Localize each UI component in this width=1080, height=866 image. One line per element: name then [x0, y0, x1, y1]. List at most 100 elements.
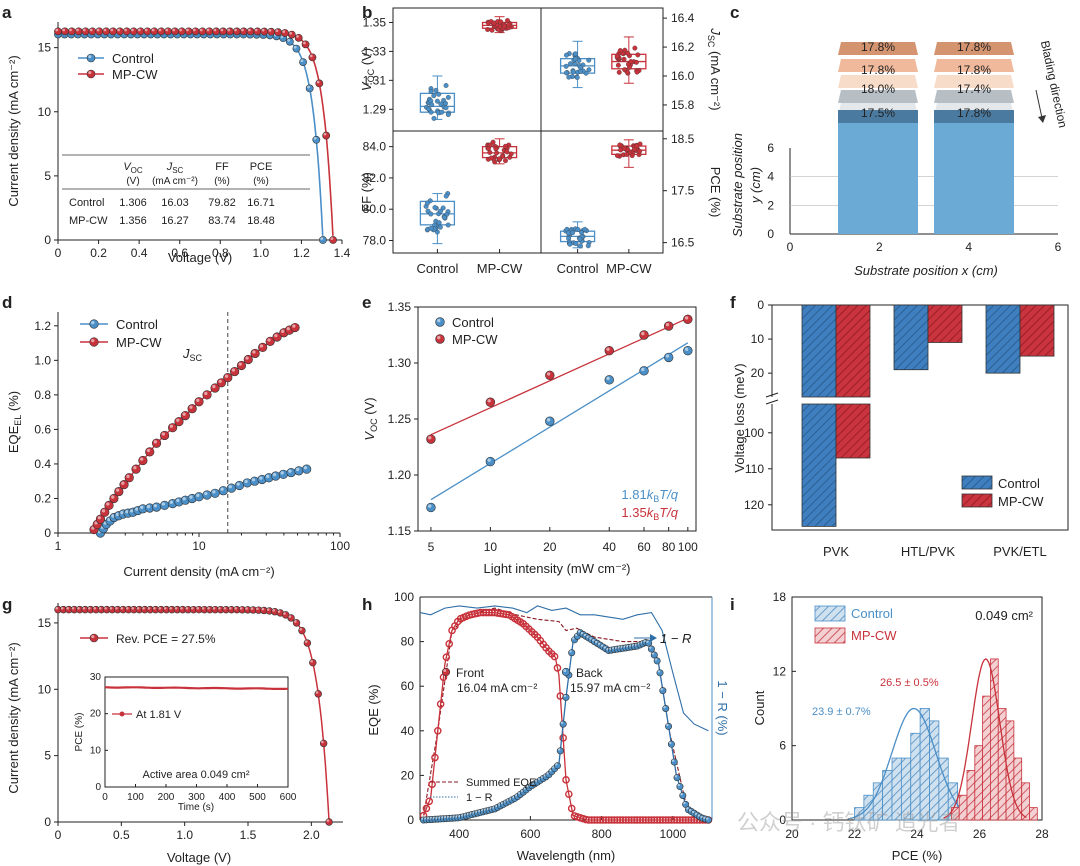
panel-h-back-point: [667, 740, 675, 748]
ylabel-unit: (V): [359, 48, 374, 69]
panel-a-table-header: PCE: [250, 161, 273, 173]
panel-e-legend-marker-fill: [435, 334, 445, 344]
panel-h-back-point-shine: [557, 748, 561, 751]
panel-d-point-shine: [106, 502, 110, 506]
panel-h-back-point: [568, 649, 576, 657]
panel-letter: h: [362, 595, 372, 614]
panel-a-point-shine: [186, 28, 189, 32]
panel-b-point: [445, 112, 451, 118]
panel-b-ylabel: JSC (mA cm⁻²): [706, 27, 723, 110]
panel-d-point-shine: [97, 516, 101, 520]
ylabel-unit: (V): [362, 397, 377, 418]
panel-c-xlabel: Substrate position x (cm): [854, 263, 998, 278]
panel-a-point-shine: [323, 132, 327, 136]
panel-d-point-fill: [226, 483, 237, 493]
panel-h-back-point-fill: [659, 687, 667, 695]
panel-a-point-shine: [282, 30, 286, 33]
panel-a-point: [287, 30, 296, 39]
panel-e-point-shine: [428, 436, 432, 440]
panel-b-point: [487, 142, 493, 148]
panel-a-xtick-label: 0.4: [131, 246, 148, 260]
panel-c-layer: [838, 42, 918, 55]
panel-d-point-shine: [259, 344, 264, 348]
panel-h-back-point: [704, 816, 712, 824]
panel-g-inset-frame: [104, 676, 289, 788]
panel-a-point: [122, 27, 131, 36]
panel-b-point: [617, 142, 623, 148]
panel-a-point: [157, 27, 166, 36]
panel-d-point-shine: [120, 510, 124, 515]
panel-a-point-shine: [206, 28, 210, 32]
panel-h-back-point-shine: [651, 652, 655, 655]
panel-d-point-shine: [140, 505, 144, 510]
panel-g-inset-ylabel: PCE (%): [74, 713, 85, 752]
panel-g-point-shine: [136, 606, 140, 610]
panel-b-FF-ytick-label: 80.0: [363, 202, 387, 216]
panel-g-point: [92, 605, 100, 614]
panel-h-back-point-shine: [592, 638, 595, 642]
panel-a-ylabel: Current density (mA cm⁻²): [6, 55, 21, 206]
panel-g-point-shine: [283, 612, 286, 615]
panel-d-point-shine: [272, 472, 277, 477]
panel-e-xtick-label: 100: [678, 540, 698, 554]
panel-h-front-marker: [441, 667, 451, 677]
panel-a-table-cell: 16.03: [161, 197, 189, 209]
panel-a-point-fill: [260, 27, 269, 36]
panel-g-point: [70, 605, 78, 614]
header-sub: SC: [172, 166, 183, 175]
panel-d-point: [218, 486, 228, 496]
panel-b-V-ytick-label: 1.33: [363, 44, 387, 58]
panel-b-point: [489, 27, 495, 33]
panel-b-point: [585, 243, 591, 249]
panel-a-point-fill: [129, 27, 138, 36]
panel-b-point: [437, 224, 443, 230]
panel-e-ytick-label: 1.35: [388, 300, 412, 314]
panel-d-point-shine: [292, 324, 296, 328]
panel-a-point-fill: [292, 44, 301, 53]
panel-a-point-shine: [158, 28, 162, 32]
slope-sub: B: [653, 494, 659, 504]
panel-g-point-shine: [163, 606, 167, 610]
panel-b-point: [633, 59, 639, 65]
panel-h-back-label: Back: [576, 666, 604, 680]
panel-e-xtick-label: 80: [662, 540, 676, 554]
panel-d-point-shine: [204, 491, 208, 496]
panel-i-xlabel: PCE (%): [892, 848, 943, 863]
panel-a-point: [322, 131, 331, 140]
panel-a-point-shine: [62, 28, 66, 32]
panel-b-point: [637, 148, 643, 154]
panel-g-point-shine: [212, 606, 216, 610]
panel-a-point-shine: [76, 28, 79, 32]
panel-c-layer-label: 18.0%: [861, 82, 895, 96]
slope-tq: T/q: [659, 487, 679, 502]
panel-d-point-fill: [278, 469, 289, 479]
panel-b-point: [508, 151, 514, 157]
panel-a-legend-label: Control: [112, 51, 154, 66]
panel-h-back-point-fill: [650, 651, 658, 659]
panel-c-layer: [838, 59, 918, 72]
panel-h-one-minus-r: [419, 605, 709, 732]
ylabel-main: J: [708, 27, 723, 35]
panel-h-back-point-fill: [676, 783, 684, 791]
panel-g-inset-xtick-label: 600: [280, 792, 297, 803]
panel-d-point-shine: [121, 481, 125, 485]
panel-g-ytick-label: 15: [38, 616, 52, 630]
panel-a-point-fill: [315, 79, 324, 88]
panel-h-back-point-shine: [649, 646, 652, 649]
panel-g-point-shine: [153, 606, 156, 610]
panel-e-point: [604, 375, 614, 385]
panel-d-point: [194, 492, 204, 502]
panel-h-front-point: [425, 797, 434, 806]
panel-g-point-shine: [147, 606, 151, 610]
panel-d-point: [234, 480, 244, 491]
jsc-J: J: [182, 346, 190, 361]
panel-a-point: [299, 58, 307, 66]
panel-g-point-fill: [309, 658, 317, 667]
panel-c-arrowhead: [1038, 115, 1046, 123]
panel-g-point: [281, 611, 290, 619]
panel-a-point-shine: [137, 28, 141, 32]
panel-b-J-ytick-label: 16.4: [671, 11, 695, 25]
panel-i-xtick-label: 26: [973, 827, 987, 841]
panel-d-point-shine: [161, 432, 166, 436]
panel-h-back-point-shine: [697, 814, 700, 817]
